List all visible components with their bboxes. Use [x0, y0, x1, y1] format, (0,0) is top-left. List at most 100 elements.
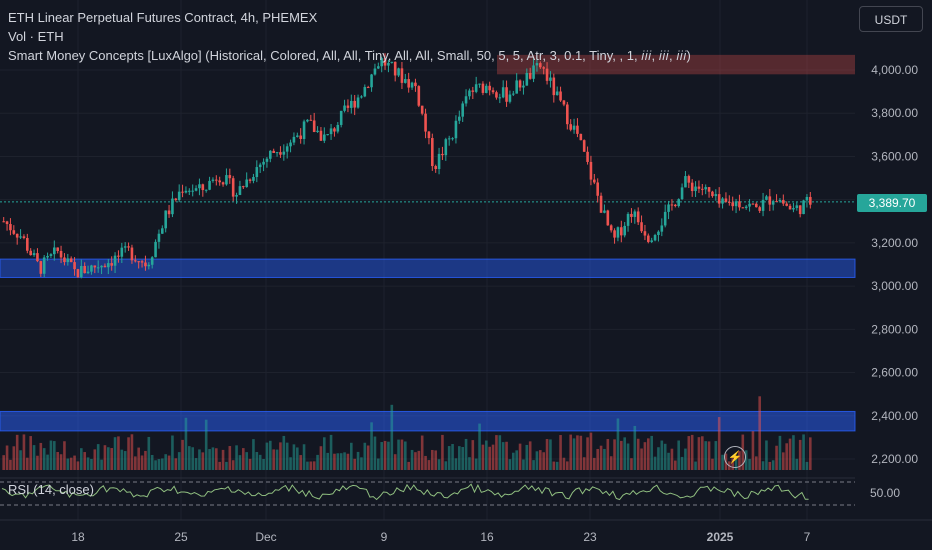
volume-bar: [90, 458, 93, 470]
candle-body: [532, 65, 535, 79]
candle-body: [211, 179, 215, 181]
volume-bar: [161, 458, 164, 470]
candle-body: [360, 96, 363, 98]
replay-icon[interactable]: ⚡: [724, 446, 746, 468]
volume-bar: [73, 455, 76, 470]
volume-bar: [744, 450, 748, 470]
volume-bar: [562, 457, 566, 470]
candle-body: [285, 146, 289, 152]
volume-bar: [387, 441, 390, 470]
candle-body: [599, 195, 603, 213]
volume-bar: [498, 435, 502, 470]
candle-body: [552, 77, 556, 96]
volume-bar: [539, 450, 542, 470]
chart-grid: [0, 0, 855, 520]
candle-body: [228, 175, 232, 179]
volume-bar: [326, 452, 329, 470]
volume-bar: [103, 445, 107, 470]
candle-body: [424, 113, 427, 132]
symbol-title[interactable]: ETH Linear Perpetual Futures Contract, 4…: [8, 10, 318, 25]
volume-bar: [620, 440, 623, 470]
candle-body: [248, 179, 252, 181]
volume-bar: [306, 461, 309, 470]
candle-body: [400, 68, 404, 83]
volume-legend[interactable]: Vol · ETH: [8, 29, 64, 44]
volume-bar: [549, 439, 552, 470]
candle-body: [660, 225, 664, 232]
candle-body: [802, 200, 805, 215]
volume-bar: [805, 461, 809, 470]
candle-body: [694, 186, 697, 192]
volume-bar: [66, 458, 70, 470]
candle-body: [113, 255, 117, 266]
volume-bar: [5, 445, 9, 470]
candle-body: [539, 63, 542, 68]
candle-body: [12, 230, 16, 234]
volume-bar: [748, 458, 751, 470]
volume-bar: [336, 453, 340, 470]
volume-bar: [640, 448, 643, 470]
candle-body: [66, 258, 70, 263]
candle-body: [356, 97, 360, 108]
volume-bar: [589, 432, 593, 470]
volume-bar: [785, 443, 788, 470]
candle-body: [778, 200, 782, 202]
volume-bar: [397, 439, 400, 470]
volume-bar: [248, 458, 252, 470]
candle-body: [63, 257, 66, 263]
candle-body: [326, 134, 329, 136]
time-axis[interactable]: 18 25 Dec 9 16 23 2025 7: [71, 530, 810, 544]
candle-body: [690, 182, 694, 192]
volume-bar: [46, 454, 49, 470]
price-axis[interactable]: 4,000.003,800.003,600.003,400.003,200.00…: [870, 63, 918, 500]
candle-body: [15, 233, 19, 238]
candle-body: [744, 206, 748, 208]
volume-bar: [755, 456, 758, 470]
candle-body: [775, 201, 778, 203]
candle-body: [738, 201, 741, 208]
volume-bar: [717, 417, 721, 470]
candle-body: [93, 265, 97, 268]
volume-bar: [208, 449, 211, 470]
volume-bar: [272, 449, 275, 470]
volume-bar: [110, 448, 113, 470]
indicator-legend[interactable]: Smart Money Concepts [LuxAlgo] (Historic…: [8, 48, 691, 63]
candle-body: [667, 204, 670, 212]
volume-bar: [76, 461, 80, 470]
candle-body: [9, 224, 12, 231]
candle-body: [346, 105, 350, 108]
price-tick-label: 2,200.00: [871, 452, 918, 466]
volume-bar: [782, 452, 785, 470]
volume-bar: [697, 437, 701, 470]
volume-bar: [653, 456, 657, 470]
volume-bar: [154, 460, 157, 470]
candle-body: [296, 135, 299, 137]
candle-body: [809, 196, 812, 205]
price-tick-label: 2,400.00: [871, 409, 918, 423]
candle-body: [302, 121, 306, 139]
volume-bar: [343, 452, 346, 470]
rsi-line: [1, 483, 809, 501]
bearish-zone: [497, 54, 855, 75]
candle-body: [576, 125, 579, 134]
candle-body: [5, 221, 9, 225]
volume-bar: [468, 457, 471, 470]
candle-body: [677, 199, 680, 207]
currency-button[interactable]: USDT: [859, 6, 923, 32]
volume-bar: [478, 423, 481, 470]
rsi-legend[interactable]: RSI (14, close): [8, 482, 94, 497]
candle-body: [22, 236, 26, 239]
candle-body: [481, 83, 485, 93]
volume-bar: [630, 458, 633, 470]
candle-body: [117, 255, 120, 257]
candle-body: [701, 188, 704, 190]
volume-bar: [285, 442, 289, 470]
candle-body: [414, 82, 417, 87]
volume-bar: [339, 453, 343, 470]
volume-bar: [518, 443, 522, 470]
volume-bar: [522, 459, 525, 470]
candle-body: [380, 58, 383, 67]
volume-bar: [485, 440, 488, 470]
candle-body: [441, 153, 444, 156]
